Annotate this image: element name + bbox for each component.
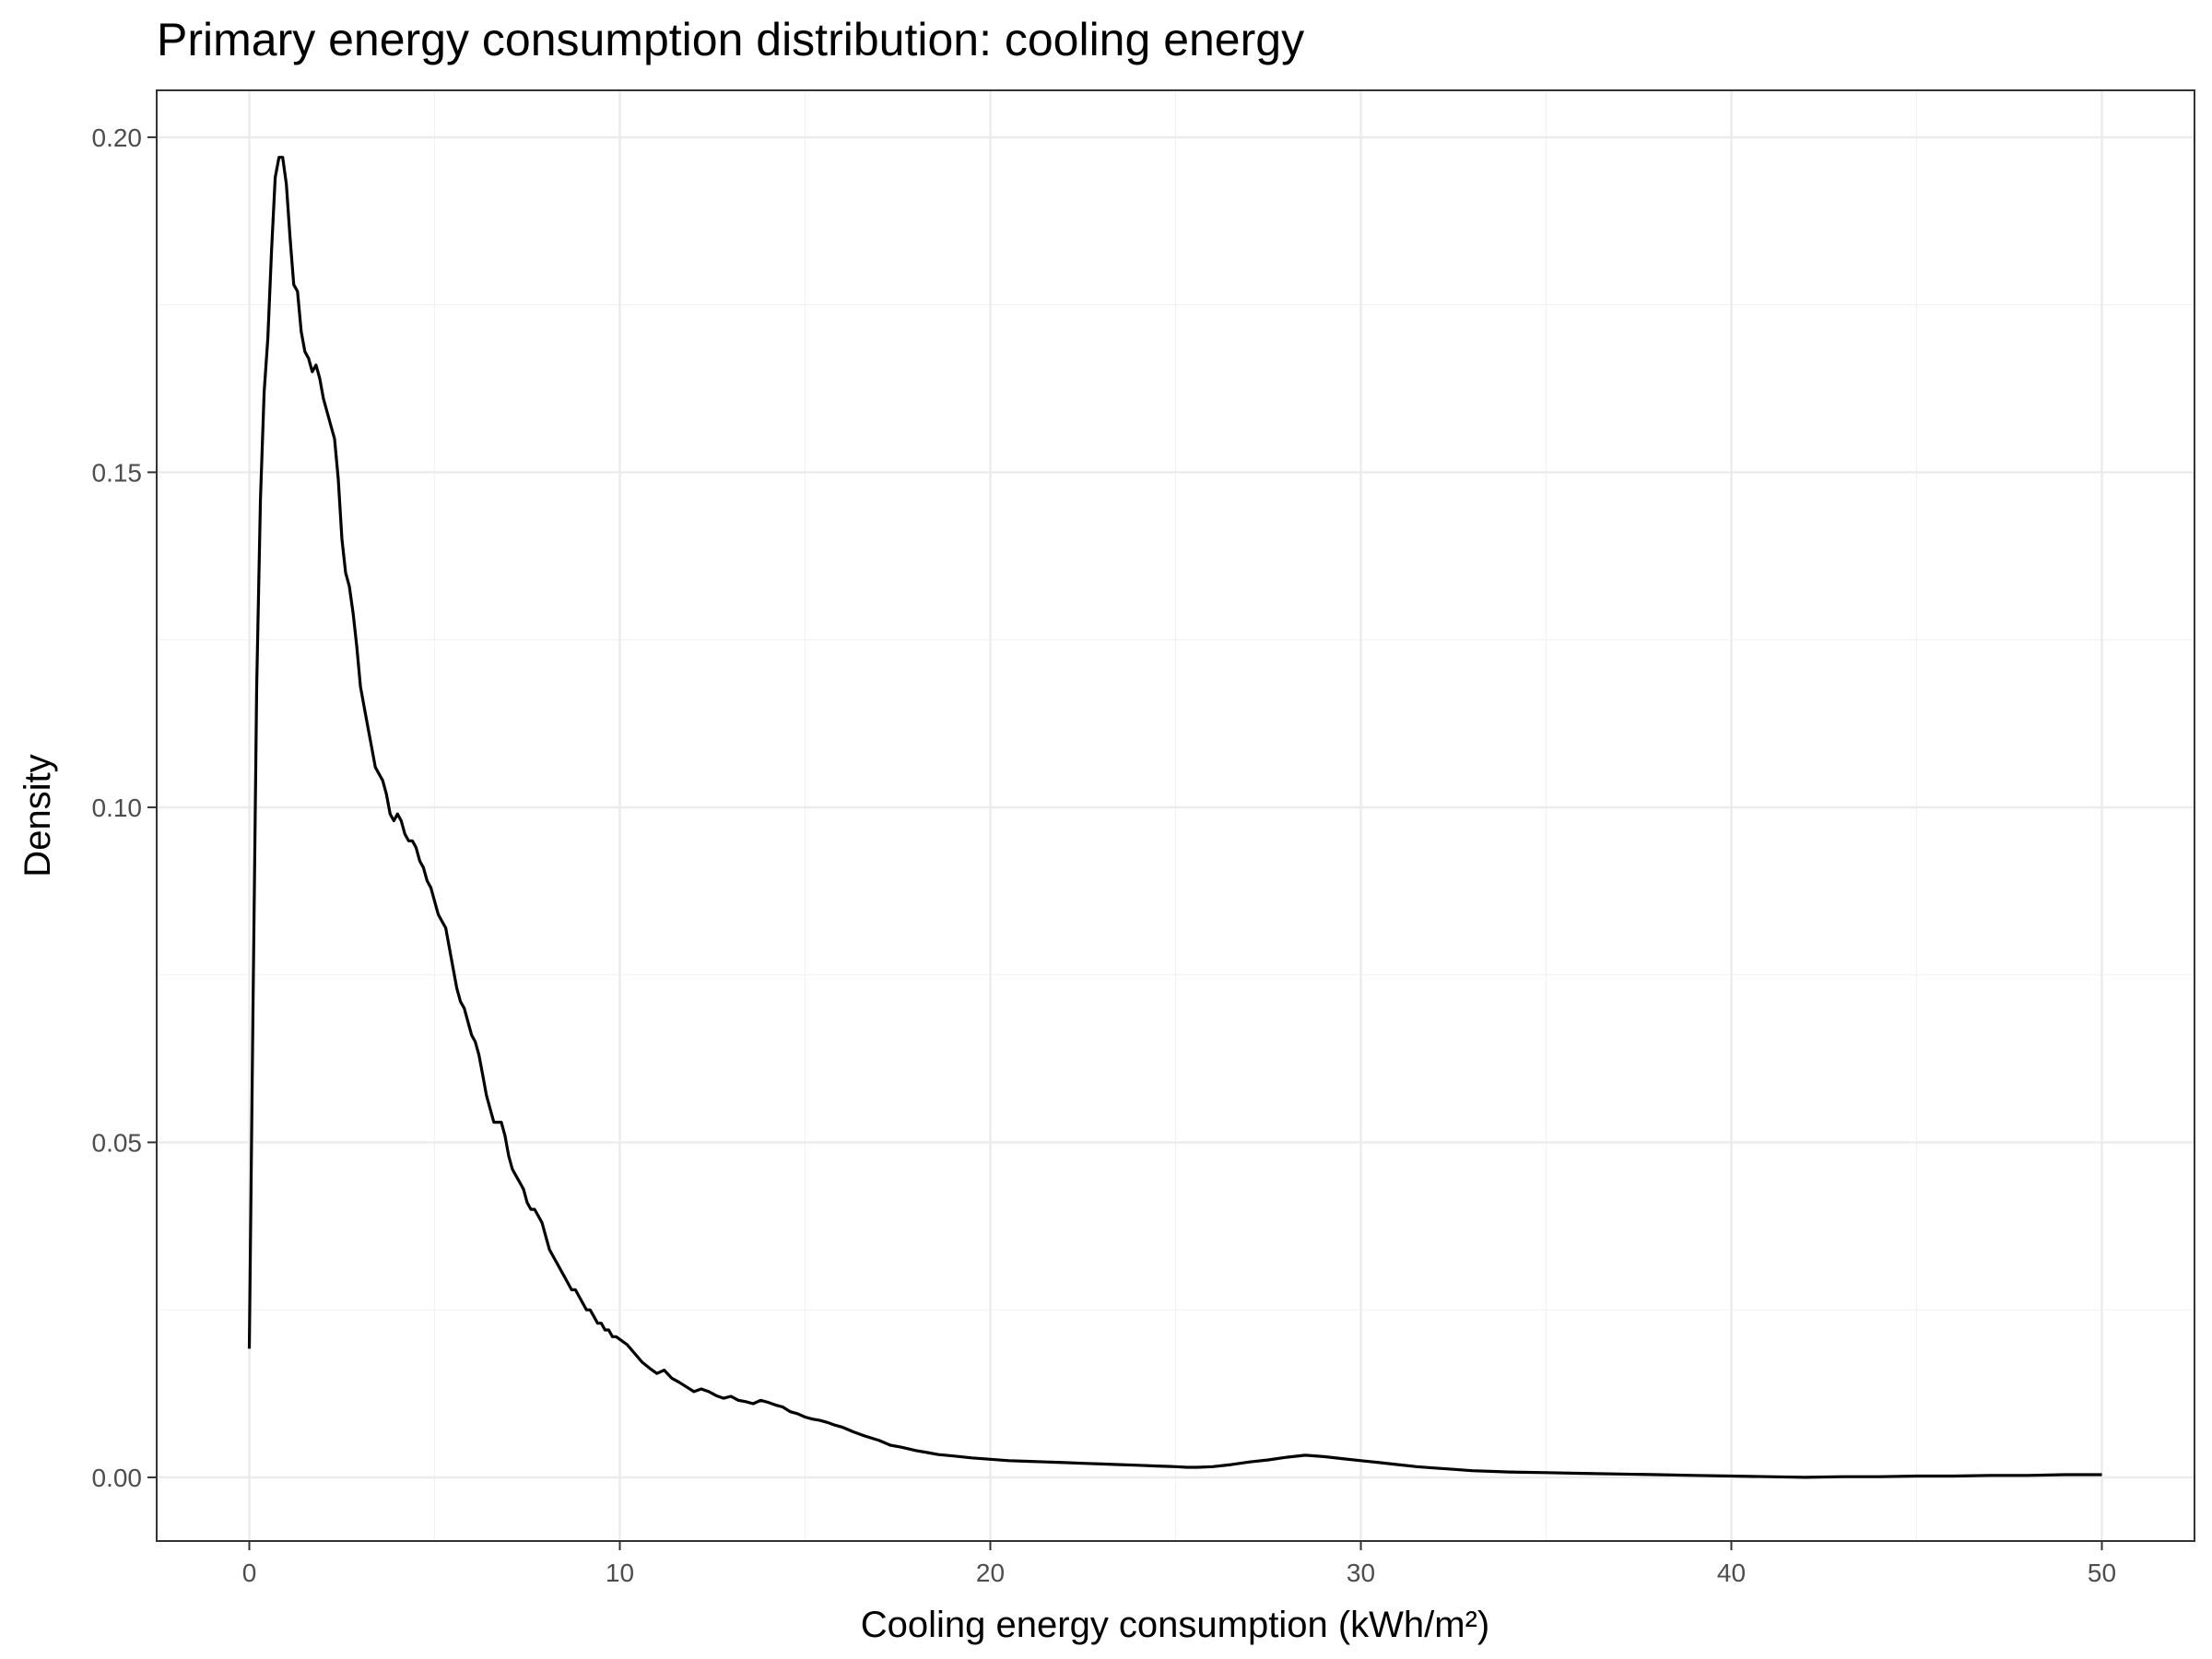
y-axis-title: Density — [18, 754, 58, 877]
y-tick-label: 0.00 — [92, 1464, 143, 1492]
y-tick-label: 0.05 — [92, 1128, 143, 1157]
x-tick-label: 20 — [976, 1559, 1005, 1587]
density-line — [247, 156, 2102, 1479]
y-tick-label: 0.10 — [92, 794, 143, 822]
x-axis-title: Cooling energy consumption (kWh/m²) — [861, 1605, 1489, 1645]
plot-border — [156, 89, 2195, 1542]
minor-gridlines — [157, 90, 2194, 1541]
y-tick-label: 0.20 — [92, 124, 143, 152]
x-tick-label: 30 — [1347, 1559, 1375, 1587]
x-tick-label: 10 — [606, 1559, 634, 1587]
x-tick-label: 50 — [2088, 1559, 2116, 1587]
x-axis: 0 10 20 30 40 50 — [242, 1541, 2116, 1587]
y-tick-label: 0.15 — [92, 458, 143, 487]
y-axis: 0.00 0.05 0.10 0.15 0.20 — [92, 124, 157, 1492]
series-layer — [247, 156, 2102, 1479]
x-tick-label: 40 — [1717, 1559, 1746, 1587]
x-tick-label: 0 — [242, 1559, 257, 1587]
chart-title: Primary energy consumption distribution:… — [157, 14, 1304, 65]
